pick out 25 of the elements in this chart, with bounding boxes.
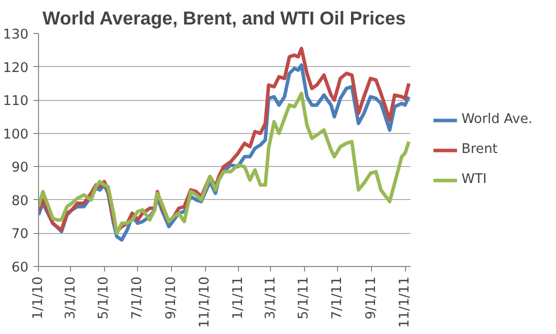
- x-tick-label: 3/1/10: [63, 276, 78, 320]
- y-tick-label: 130: [3, 28, 29, 42]
- x-tick-label: 11/1/10: [198, 276, 213, 328]
- line-series: [38, 92, 410, 235]
- chart-title: World Average, Brent, and WTI Oil Prices: [42, 8, 406, 28]
- legend-label: Brent: [461, 142, 498, 157]
- y-tick-label: 100: [3, 127, 29, 142]
- x-tick-label: 3/1/11: [263, 276, 278, 320]
- y-tick-label: 70: [12, 227, 29, 242]
- legend-label: World Ave.: [461, 112, 533, 127]
- y-tick-label: 110: [3, 94, 29, 110]
- x-tick-label: 11/1/11: [398, 276, 413, 328]
- legend-label: WTI: [461, 172, 487, 187]
- x-tick-label: 9/1/10: [164, 276, 180, 320]
- x-tick-label: 1/1/10: [31, 276, 46, 320]
- x-tick-label: 9/1/11: [364, 276, 380, 320]
- x-tick-label: 5/1/11: [296, 276, 312, 320]
- x-tick-label: 7/1/11: [330, 276, 346, 320]
- y-tick-label: 60: [12, 260, 29, 276]
- x-tick-label: 7/1/10: [130, 276, 146, 320]
- y-tick-label: 80: [12, 194, 29, 209]
- y-tick-label: 120: [3, 60, 29, 76]
- x-tick-label: 5/1/10: [96, 276, 112, 320]
- x-tick-label: 1/1/11: [230, 276, 246, 320]
- y-tick-label: 90: [12, 160, 29, 176]
